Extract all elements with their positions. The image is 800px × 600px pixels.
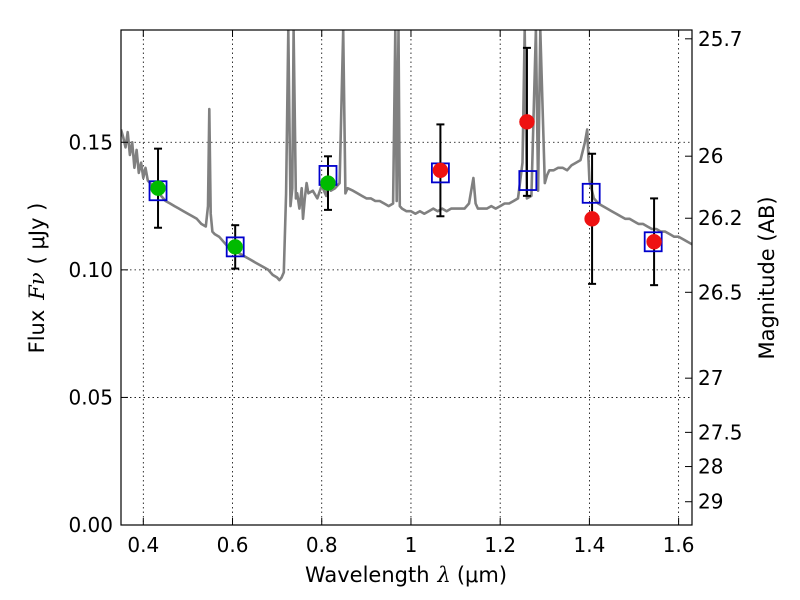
model-photometry-square [225, 236, 245, 258]
optical-detection-point [320, 175, 336, 191]
optical-detection-point [150, 180, 166, 196]
x-tick-label: 0.4 [127, 533, 159, 557]
magnitude-tick-label: 28 [698, 455, 723, 479]
nir-detection-point [646, 234, 662, 250]
magnitude-tick-label: 27 [698, 366, 723, 390]
optical-detection-point [227, 239, 243, 255]
x-axis-title-text: Wavelength [305, 563, 430, 587]
magnitude-tick-label: 29 [698, 490, 723, 514]
x-tick-label: 1.4 [573, 533, 605, 557]
y-axis-symbol: Fν [25, 272, 49, 301]
y-tick-label: 0.05 [68, 385, 113, 409]
magnitude-tick-label: 26.2 [698, 206, 743, 230]
x-axis-unit: (μm) [457, 563, 507, 587]
grid-lines [121, 30, 692, 526]
spectrum-line [121, 30, 692, 282]
plot-area [121, 30, 692, 287]
magnitude-axis-ticks: 25.7 26 26.2 26.5 27 27.5 28 29 [685, 27, 743, 514]
magnitude-axis-title: Magnitude (AB) [755, 196, 779, 359]
magnitude-tick-label: 27.5 [698, 420, 743, 444]
plot-frame [120, 29, 693, 526]
magnitude-tick-label: 26.5 [698, 280, 743, 304]
y-tick-label: 0.15 [68, 130, 113, 154]
x-tick-label: 1.2 [484, 533, 516, 557]
y-axis-unit: ( μJy ) [25, 203, 49, 265]
x-axis-ticks: 0.4 0.6 0.8 1 1.2 1.4 1.6 [127, 30, 695, 557]
y-axis-title-text: Flux [25, 310, 49, 354]
y-tick-label: 0.00 [68, 513, 113, 537]
y-axis-ticks: 0.00 0.05 0.10 0.15 [68, 130, 128, 537]
x-tick-label: 1.6 [663, 533, 695, 557]
x-tick-label: 0.6 [217, 533, 249, 557]
model-photometry-square [581, 182, 601, 204]
x-axis-symbol: λ [437, 563, 451, 587]
nir-detection-point [584, 211, 600, 227]
x-tick-label: 0.8 [306, 533, 338, 557]
x-axis-title: Wavelength λ (μm) [305, 563, 507, 587]
y-tick-label: 0.10 [68, 258, 113, 282]
magnitude-tick-label: 25.7 [698, 27, 743, 51]
nir-detection-point [432, 162, 449, 179]
nir-detection-point [519, 114, 535, 130]
magnitude-tick-label: 26 [698, 144, 723, 168]
x-tick-label: 1 [405, 533, 418, 557]
y-axis-title: Flux Fν ( μJy ) [25, 203, 49, 354]
model-photometry-square [518, 170, 538, 191]
